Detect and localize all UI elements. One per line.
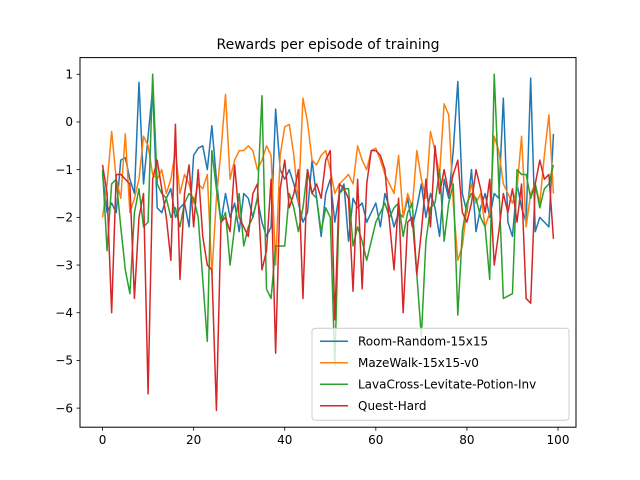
- x-axis: 0 20 40 60 80 100: [99, 427, 570, 447]
- series-layer: [101, 73, 555, 412]
- y-tick-label: 1: [65, 67, 73, 81]
- x-tick-label: 0: [99, 433, 107, 447]
- plot-area-frame: [79, 57, 577, 428]
- legend-label-2: LavaCross-Levitate-Potion-Inv: [358, 378, 536, 392]
- legend: Room-Random-15x15 MazeWalk-15x15-v0 LavaCr…: [311, 327, 570, 421]
- x-tick-label: 80: [459, 433, 474, 447]
- y-tick-label: −5: [55, 354, 73, 368]
- y-tick-label: −6: [55, 401, 73, 415]
- series-line-3: [101, 123, 555, 412]
- series-line-1: [101, 93, 555, 276]
- x-tick-label: 100: [547, 433, 570, 447]
- x-tick-label: 40: [277, 433, 292, 447]
- y-axis: 1 0 −1 −2 −3 −4 −5 −6: [55, 67, 80, 415]
- y-tick-label: −3: [55, 258, 73, 272]
- chart-title: Rewards per episode of training: [217, 37, 440, 53]
- legend-label-3: Quest-Hard: [358, 399, 426, 413]
- x-tick-label: 20: [186, 433, 201, 447]
- y-tick-label: −1: [55, 163, 73, 177]
- legend-label-0: Room-Random-15x15: [358, 335, 488, 349]
- legend-label-1: MazeWalk-15x15-v0: [358, 356, 479, 370]
- x-tick-label: 60: [368, 433, 383, 447]
- y-tick-label: 0: [65, 115, 73, 129]
- legend-box: [311, 327, 570, 421]
- y-tick-label: −4: [55, 306, 73, 320]
- series-line-2: [101, 73, 555, 366]
- y-tick-label: −2: [55, 211, 73, 225]
